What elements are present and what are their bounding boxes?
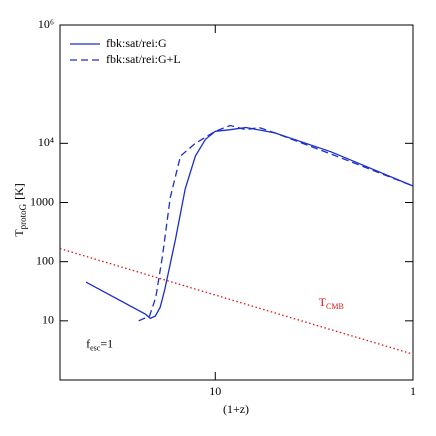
y-label-unit: [K] bbox=[12, 183, 26, 200]
y-tick-label: 10⁴ bbox=[38, 135, 54, 149]
y-label-main: T bbox=[12, 229, 26, 237]
y-axis-label: TprotoG [K] bbox=[12, 183, 28, 237]
legend-label: fbk:sat/rei:G bbox=[106, 36, 167, 50]
annotation-main: f bbox=[86, 336, 90, 350]
x-tick-label: 10 bbox=[209, 384, 221, 398]
y-tick-label: 10⁶ bbox=[38, 17, 54, 31]
legend-label: fbk:sat/rei:G+L bbox=[106, 52, 181, 66]
series-line bbox=[59, 247, 414, 355]
annotation-main: T bbox=[319, 295, 327, 309]
series-line bbox=[138, 124, 414, 322]
annotation-sub: CMB bbox=[326, 302, 344, 311]
y-tick-label: 10 bbox=[42, 313, 54, 327]
x-tick-label: 1 bbox=[410, 384, 416, 398]
annotation-sub: esc bbox=[90, 343, 101, 352]
annotation-tail: =1 bbox=[100, 336, 113, 350]
annotation: TCMB bbox=[319, 295, 344, 311]
plot-frame bbox=[59, 24, 414, 381]
y-tick-label: 1000 bbox=[30, 194, 54, 208]
x-axis-label: (1+z) bbox=[223, 402, 249, 416]
annotation: fesc=1 bbox=[86, 336, 113, 352]
series-line bbox=[85, 126, 414, 320]
y-label-sub: protoG bbox=[18, 203, 28, 229]
y-tick-label: 100 bbox=[36, 253, 54, 267]
